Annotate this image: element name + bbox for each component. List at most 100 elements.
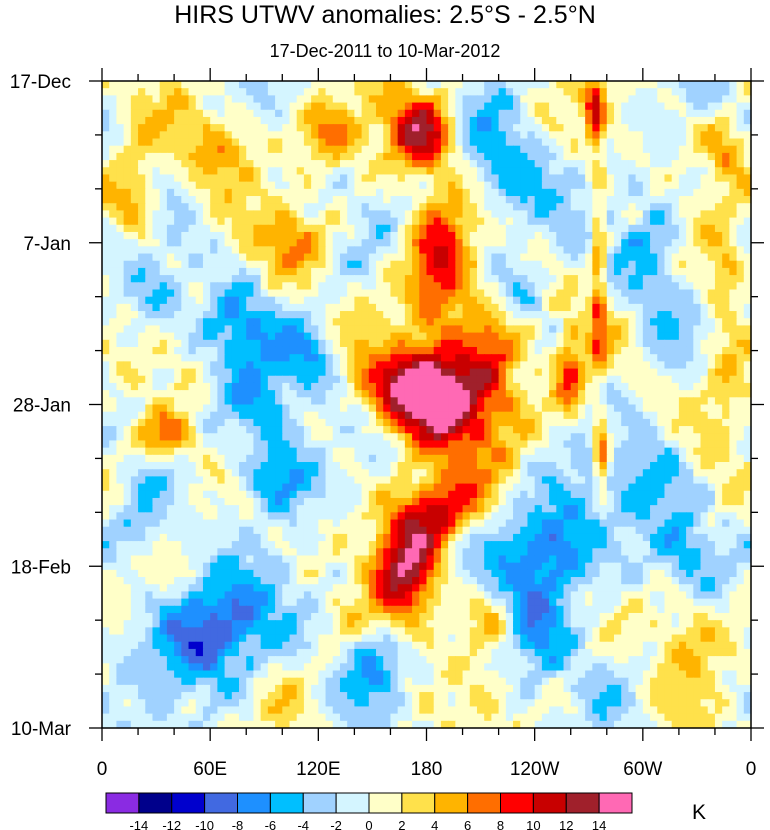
heatmap-cell xyxy=(282,397,291,406)
heatmap-cell xyxy=(404,239,413,247)
heatmap-cell xyxy=(505,188,514,197)
heatmap-cell xyxy=(686,426,694,434)
heatmap-cell xyxy=(743,289,752,298)
heatmap-cell xyxy=(354,361,363,370)
heatmap-cell xyxy=(354,354,363,362)
heatmap-cell xyxy=(412,260,420,269)
heatmap-cell xyxy=(513,167,521,176)
heatmap-cell xyxy=(152,390,161,398)
heatmap-cell xyxy=(210,116,218,125)
heatmap-cell xyxy=(714,203,723,211)
heatmap-cell xyxy=(188,167,197,176)
heatmap-cell xyxy=(419,339,428,348)
heatmap-cell xyxy=(390,447,399,456)
heatmap-cell xyxy=(289,109,298,118)
heatmap-cell xyxy=(664,116,673,125)
heatmap-cell xyxy=(469,282,478,291)
heatmap-cell xyxy=(275,303,283,312)
heatmap-cell xyxy=(664,260,673,269)
heatmap-cell xyxy=(354,210,363,219)
heatmap-cell xyxy=(520,188,529,197)
heatmap-cell xyxy=(592,296,601,305)
heatmap-cell xyxy=(585,260,593,269)
heatmap-cell xyxy=(736,109,745,118)
heatmap-cell xyxy=(253,167,262,176)
heatmap-cell xyxy=(239,102,247,111)
heatmap-cell xyxy=(347,167,355,176)
heatmap-cell xyxy=(520,109,529,118)
heatmap-cell xyxy=(224,418,233,427)
heatmap-cell xyxy=(577,196,586,204)
heatmap-cell xyxy=(159,246,168,255)
heatmap-cell xyxy=(693,239,702,247)
heatmap-cell xyxy=(109,88,118,96)
heatmap-cell xyxy=(686,246,694,255)
heatmap-cell xyxy=(570,102,579,111)
heatmap-cell xyxy=(556,332,565,341)
heatmap-cell xyxy=(657,95,666,104)
heatmap-cell xyxy=(318,246,327,255)
heatmap-cell xyxy=(239,181,247,190)
heatmap-cell xyxy=(455,160,464,168)
heatmap-cell xyxy=(664,196,673,204)
heatmap-cell xyxy=(253,289,262,298)
heatmap-cell xyxy=(592,160,601,168)
heatmap-cell xyxy=(303,296,312,305)
heatmap-cell xyxy=(700,109,709,118)
heatmap-cell xyxy=(534,138,543,147)
heatmap-cell xyxy=(152,476,161,485)
heatmap-cell xyxy=(440,397,449,406)
heatmap-cell xyxy=(202,81,211,89)
heatmap-cell xyxy=(325,124,334,132)
heatmap-cell xyxy=(339,260,348,269)
heatmap-cell xyxy=(613,131,622,140)
heatmap-cell xyxy=(491,174,500,183)
heatmap-cell xyxy=(282,239,291,247)
heatmap-cell xyxy=(476,454,485,463)
heatmap-cell xyxy=(253,397,262,406)
heatmap-cell xyxy=(166,404,175,413)
heatmap-cell xyxy=(476,217,485,226)
heatmap-cell xyxy=(339,95,348,104)
heatmap-cell xyxy=(650,81,658,89)
heatmap-cell xyxy=(412,81,420,89)
heatmap-cell xyxy=(210,411,218,420)
heatmap-cell xyxy=(585,167,593,176)
heatmap-cell xyxy=(599,210,608,219)
heatmap-cell xyxy=(505,174,514,183)
heatmap-cell xyxy=(174,375,182,384)
heatmap-cell xyxy=(657,325,666,334)
heatmap-cell xyxy=(448,81,456,89)
heatmap-cell xyxy=(361,325,370,334)
heatmap-cell xyxy=(166,145,175,154)
heatmap-cell xyxy=(577,210,586,219)
heatmap-cell xyxy=(693,382,702,391)
heatmap-cell xyxy=(181,196,190,204)
heatmap-cell xyxy=(505,375,514,384)
heatmap-cell xyxy=(332,239,341,247)
heatmap-cell xyxy=(621,160,630,168)
heatmap-cell xyxy=(736,454,745,463)
heatmap-cell xyxy=(469,109,478,118)
heatmap-cell xyxy=(202,267,211,276)
heatmap-cell xyxy=(440,404,449,413)
heatmap-cell xyxy=(621,275,630,283)
heatmap-cell xyxy=(563,375,572,384)
heatmap-cell xyxy=(102,267,110,276)
heatmap-cell xyxy=(621,267,630,276)
heatmap-cell xyxy=(318,145,327,154)
heatmap-cell xyxy=(311,397,319,406)
heatmap-cell xyxy=(210,418,218,427)
heatmap-cell xyxy=(318,469,327,477)
heatmap-cell xyxy=(729,181,738,190)
heatmap-cell xyxy=(159,217,168,226)
heatmap-cell xyxy=(541,418,550,427)
heatmap-cell xyxy=(138,303,146,312)
heatmap-cell xyxy=(484,138,492,147)
heatmap-cell xyxy=(736,253,745,262)
heatmap-cell xyxy=(325,275,334,283)
heatmap-cell xyxy=(275,454,283,463)
heatmap-cell xyxy=(188,102,197,111)
heatmap-cell xyxy=(188,267,197,276)
heatmap-cell xyxy=(195,267,204,276)
